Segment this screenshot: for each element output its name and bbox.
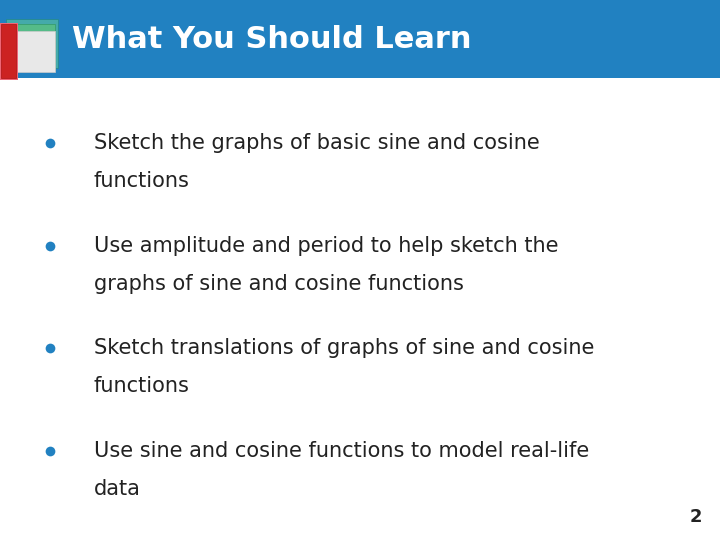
FancyBboxPatch shape <box>0 0 720 78</box>
Text: Sketch translations of graphs of sine and cosine: Sketch translations of graphs of sine an… <box>94 338 594 359</box>
FancyBboxPatch shape <box>0 23 18 80</box>
Text: Use amplitude and period to help sketch the: Use amplitude and period to help sketch … <box>94 235 558 256</box>
FancyBboxPatch shape <box>11 24 55 70</box>
FancyBboxPatch shape <box>13 31 55 72</box>
Text: functions: functions <box>94 171 189 191</box>
FancyBboxPatch shape <box>1 24 16 78</box>
Text: data: data <box>94 478 140 499</box>
Text: What You Should Learn: What You Should Learn <box>72 25 472 53</box>
Text: functions: functions <box>94 376 189 396</box>
Text: Use sine and cosine functions to model real-life: Use sine and cosine functions to model r… <box>94 441 589 461</box>
FancyBboxPatch shape <box>6 19 58 68</box>
Text: graphs of sine and cosine functions: graphs of sine and cosine functions <box>94 273 464 294</box>
Text: Sketch the graphs of basic sine and cosine: Sketch the graphs of basic sine and cosi… <box>94 133 539 153</box>
Text: 2: 2 <box>690 509 702 526</box>
